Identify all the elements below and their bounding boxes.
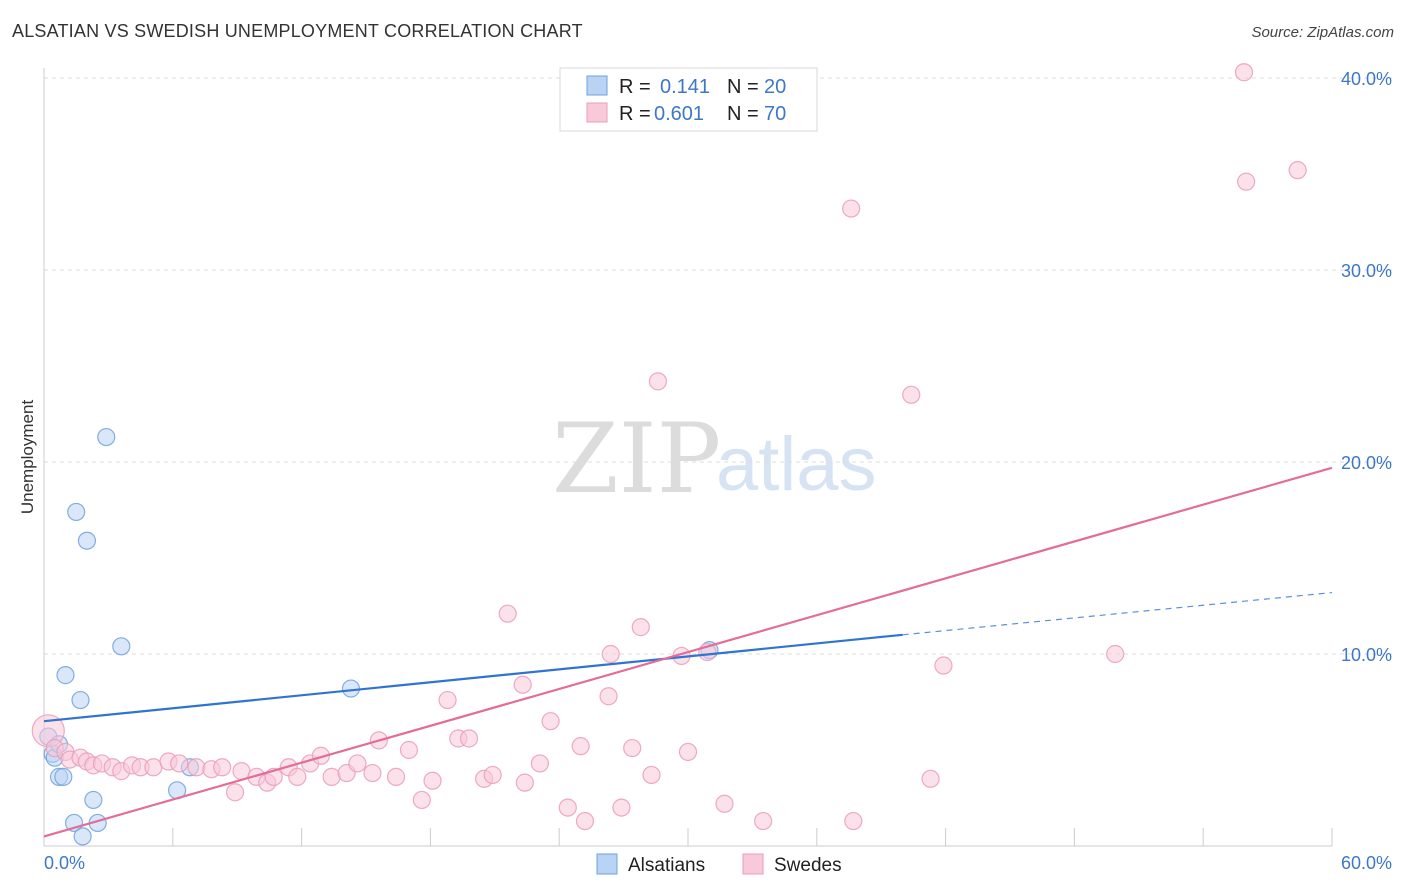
y-tick-label-20: 20.0% xyxy=(1341,453,1392,473)
swedes-point-69 xyxy=(1234,63,1254,82)
bottom-legend-swatch-swedes xyxy=(742,853,764,875)
y-axis-label: Unemployment xyxy=(18,400,37,515)
bottom-legend: Alsatians Swedes xyxy=(596,853,842,876)
chart-title: ALSATIAN VS SWEDISH UNEMPLOYMENT CORRELA… xyxy=(12,21,583,41)
swedes-point-33 xyxy=(399,740,419,760)
alsatians-point-18 xyxy=(341,679,361,698)
swedes-point-32 xyxy=(386,767,406,786)
stats-r-label-alsatians: R = xyxy=(619,76,651,98)
swedes-point-27 xyxy=(322,767,341,786)
stats-n-label-swedes: N = xyxy=(727,103,759,125)
swedes-point-65 xyxy=(934,656,953,675)
chart-source: Source: ZipAtlas.com xyxy=(1251,24,1394,41)
alsatians-point-5 xyxy=(54,767,73,786)
y-tick-label-10: 10.0% xyxy=(1341,645,1392,665)
swedes-point-53 xyxy=(631,618,650,637)
swedes-point-62 xyxy=(844,811,863,831)
alsatians-point-10 xyxy=(73,827,92,846)
swedes-point-61 xyxy=(842,199,861,218)
alsatians-point-12 xyxy=(84,790,103,810)
swedes-point-38 xyxy=(459,729,479,748)
swedes-point-40 xyxy=(483,765,502,785)
bottom-legend-label-alsatians: Alsatians xyxy=(628,855,705,876)
swedes-point-15 xyxy=(187,758,206,777)
y-tick-label-30: 30.0% xyxy=(1341,261,1392,281)
swedes-point-51 xyxy=(612,798,631,817)
alsatians-point-8 xyxy=(67,502,86,522)
swedes-point-24 xyxy=(288,767,307,786)
swedes-point-41 xyxy=(498,604,517,623)
watermark-zip: ZIP xyxy=(552,403,721,515)
swedes-point-30 xyxy=(363,763,382,783)
swedes-point-45 xyxy=(541,712,560,731)
stats-legend-swatch-swedes xyxy=(586,102,608,123)
swedes-point-66 xyxy=(1106,644,1125,664)
alsatians-point-9 xyxy=(71,690,90,710)
swedes-point-52 xyxy=(623,738,642,758)
alsatians-point-11 xyxy=(77,531,97,550)
swedes-point-46 xyxy=(558,798,577,817)
swedes-point-44 xyxy=(530,754,549,773)
swedes-point-47 xyxy=(571,737,590,756)
stats-r-value-swedes: 0.601 xyxy=(654,103,704,125)
swedes-point-50 xyxy=(601,644,620,664)
swedes-point-64 xyxy=(921,769,940,788)
watermark-atlas: atlas xyxy=(716,422,877,507)
y-tick-labels: 10.0% 20.0% 30.0% 40.0% xyxy=(1341,69,1392,665)
alsatians-point-15 xyxy=(112,637,131,656)
swedes-point-68 xyxy=(1288,161,1307,180)
x-tick-label-max: 60.0% xyxy=(1341,853,1392,873)
alsatians-trendline-extension xyxy=(902,591,1333,636)
swedes-point-18 xyxy=(225,783,245,802)
swedes-point-36 xyxy=(438,690,457,710)
swedes-point-43 xyxy=(515,773,534,792)
stats-n-value-swedes: 70 xyxy=(764,103,786,125)
alsatians-point-14 xyxy=(97,427,116,447)
bottom-legend-label-swedes: Swedes xyxy=(774,855,842,876)
swedes-point-14 xyxy=(170,754,189,773)
swedes-point-48 xyxy=(575,811,595,831)
swedes-point-57 xyxy=(678,742,698,762)
swedes-point-60 xyxy=(754,811,773,831)
x-tick-label-min: 0.0% xyxy=(44,853,85,873)
swedes-point-63 xyxy=(902,385,921,404)
swedes-point-49 xyxy=(599,687,618,706)
stats-r-value-alsatians: 0.141 xyxy=(660,76,710,98)
y-tick-label-40: 40.0% xyxy=(1341,69,1392,89)
swedes-trendline xyxy=(43,466,1333,838)
stats-legend: R = 0.141 N = 20 R = 0.601 N = 70 xyxy=(559,67,818,132)
bottom-legend-swatch-alsatians xyxy=(596,853,618,875)
x-tick-labels: 0.0% 60.0% xyxy=(44,853,1392,873)
stats-n-label-alsatians: N = xyxy=(727,76,759,98)
swedes-point-35 xyxy=(423,771,442,790)
alsatians-trendline xyxy=(43,633,903,723)
trendlines xyxy=(43,466,1333,838)
swedes-point-34 xyxy=(412,790,431,810)
swedes-point-17 xyxy=(213,758,232,777)
swedes-point-59 xyxy=(715,794,734,813)
stats-legend-swatch-alsatians xyxy=(586,75,608,96)
stats-r-label-swedes: R = xyxy=(619,103,651,125)
stats-n-value-alsatians: 20 xyxy=(764,76,786,98)
watermark: ZIP atlas xyxy=(552,403,877,515)
gridlines xyxy=(44,77,1392,655)
swedes-point-67 xyxy=(1237,172,1256,191)
swedes-point-29 xyxy=(348,754,367,773)
x-ticks xyxy=(43,828,1333,846)
swedes-point-55 xyxy=(648,372,668,391)
alsatians-point-6 xyxy=(56,666,75,685)
swedes-point-42 xyxy=(513,675,532,694)
swedes-point-54 xyxy=(642,765,661,785)
swedes-points xyxy=(31,63,1307,831)
